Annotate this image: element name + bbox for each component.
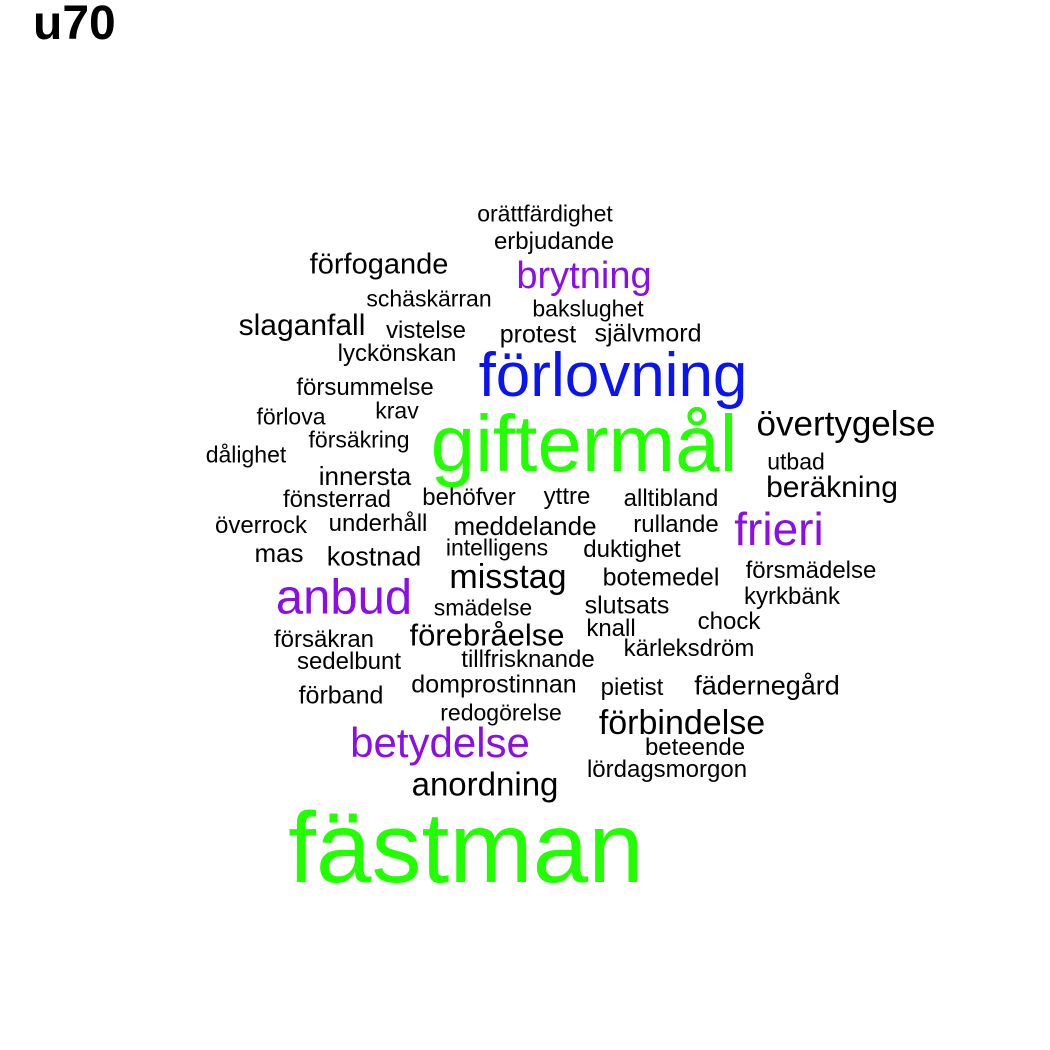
- word-botemedel: botemedel: [602, 563, 720, 592]
- word-beteende: beteende: [644, 734, 746, 761]
- word-sedelbunt: sedelbunt: [296, 648, 402, 675]
- word-vistelse: vistelse: [385, 317, 467, 344]
- word-alltibland: alltibland: [623, 485, 719, 512]
- word-mas: mas: [254, 538, 304, 568]
- word-frieri: frieri: [734, 503, 824, 555]
- word-kostnad: kostnad: [326, 541, 422, 572]
- word-utbad: utbad: [767, 448, 825, 475]
- word-sjalvmord: självmord: [594, 319, 702, 348]
- word-meddelande: meddelande: [453, 511, 597, 541]
- word-forsakring: försäkring: [308, 426, 410, 453]
- word-fastman: fästman: [288, 792, 644, 904]
- word-forbindelse: förbindelse: [598, 704, 766, 742]
- word-dalighet: dålighet: [205, 441, 287, 468]
- word-forebraelse: förebråelse: [409, 617, 565, 653]
- word-schaskarran: schäskärran: [366, 285, 492, 312]
- word-krav: krav: [375, 397, 419, 424]
- word-forfogande: förfogande: [309, 248, 449, 281]
- word-fadernegard: fädernegård: [694, 670, 840, 701]
- word-brytning: brytning: [516, 255, 652, 297]
- word-orattfardighet: orättfärdighet: [477, 200, 613, 227]
- word-lyckonskan: lyckönskan: [337, 340, 457, 367]
- word-erbjudande: erbjudande: [493, 228, 615, 255]
- word-forlovning: förlovning: [478, 341, 748, 410]
- word-betydelse: betydelse: [350, 719, 530, 766]
- word-chock: chock: [697, 608, 761, 635]
- word-overtygelse: övertygelse: [756, 404, 936, 444]
- cloud-title: u70: [33, 0, 116, 50]
- word-underhall: underhåll: [328, 510, 428, 537]
- word-misstag: misstag: [449, 558, 567, 596]
- word-anbud: anbud: [275, 570, 413, 625]
- word-pietist: pietist: [600, 674, 664, 701]
- word-bakslughet: bakslughet: [532, 295, 644, 322]
- word-rullande: rullande: [633, 511, 719, 538]
- word-forsmadelse: försmädelse: [745, 557, 877, 584]
- word-protest: protest: [499, 320, 577, 349]
- word-giftermal: giftermål: [430, 399, 738, 488]
- word-forsakran: försäkran: [273, 626, 375, 653]
- word-forlova: förlova: [256, 403, 326, 430]
- word-duktighet: duktighet: [583, 536, 681, 563]
- word-berakning: beräkning: [766, 471, 898, 504]
- word-overrock: överrock: [214, 512, 308, 539]
- word-karleksdrom: kärleksdröm: [623, 635, 755, 662]
- word-forsummelse: försummelse: [296, 374, 434, 401]
- word-yttre: yttre: [543, 483, 591, 510]
- word-intelligens: intelligens: [445, 534, 549, 561]
- word-smadelse: smädelse: [433, 594, 533, 621]
- word-forband: förband: [298, 681, 384, 710]
- word-slaganfall: slaganfall: [238, 309, 366, 342]
- word-fonsterrad: fönsterrad: [282, 486, 392, 513]
- word-redogorelse: redogörelse: [440, 699, 562, 726]
- word-domprostinnan: domprostinnan: [411, 670, 577, 699]
- word-lordagsmorgon: lördagsmorgon: [586, 756, 748, 783]
- word-tillfrisknande: tillfrisknande: [461, 646, 595, 673]
- word-kyrkbank: kyrkbänk: [743, 583, 841, 610]
- word-slutsats: slutsats: [584, 591, 670, 620]
- word-anordning: anordning: [411, 765, 559, 803]
- word-innersta: innersta: [318, 461, 412, 491]
- word-knall: knall: [586, 615, 636, 642]
- word-behofver: behöfver: [422, 484, 516, 511]
